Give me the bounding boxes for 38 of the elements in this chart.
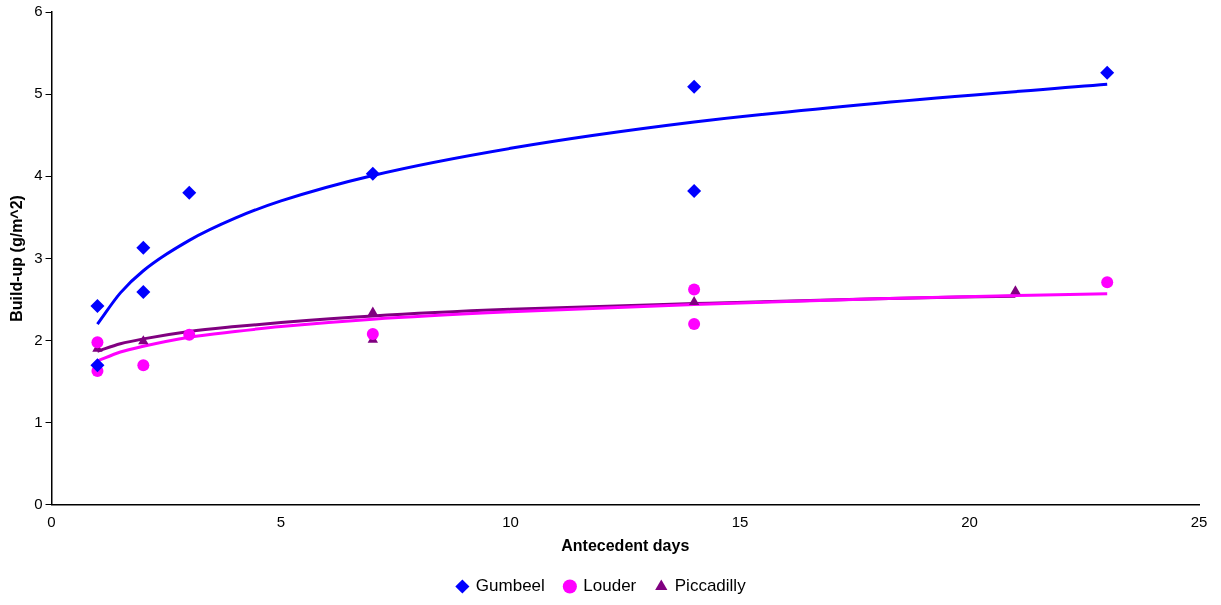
point: [91, 336, 104, 349]
point: [367, 306, 379, 316]
x-tick-label: 5: [276, 512, 286, 530]
y-tick-label: 3: [34, 248, 43, 266]
point: [137, 359, 150, 372]
y-tick-label: 6: [34, 2, 43, 20]
point: [1100, 65, 1115, 80]
point: [90, 299, 105, 314]
x-tick-label: 0: [47, 512, 56, 530]
y-tick-label: 2: [34, 330, 43, 348]
point: [1101, 276, 1114, 289]
y-tick-label: 0: [34, 494, 43, 512]
point: [183, 328, 196, 341]
y-tick-label: 1: [34, 412, 43, 430]
point: [688, 295, 700, 305]
point: [688, 283, 701, 296]
y-tick-label: 5: [34, 84, 43, 102]
y-axis-title: Build-up (g/m^2): [8, 195, 26, 322]
legend-label: Gumbeel: [475, 576, 545, 596]
point: [90, 358, 105, 373]
point: [688, 318, 701, 331]
x-tick-label: 25: [1190, 512, 1208, 530]
point: [136, 285, 151, 300]
line-series: [95, 82, 1109, 326]
point: [687, 184, 702, 199]
y-tick-label: 4: [34, 166, 43, 184]
point: [365, 166, 380, 181]
point: [136, 240, 151, 255]
x-tick-label: 20: [961, 512, 978, 530]
x-axis-title: Antecedent days: [561, 536, 690, 554]
point: [1010, 285, 1021, 295]
point: [366, 327, 379, 340]
x-tick-label: 10: [502, 512, 519, 530]
point: [182, 185, 197, 200]
legend-label: Louder: [583, 576, 637, 596]
x-tick-label: 15: [731, 512, 749, 530]
point: [687, 79, 702, 94]
legend-label: Piccadilly: [674, 576, 747, 596]
